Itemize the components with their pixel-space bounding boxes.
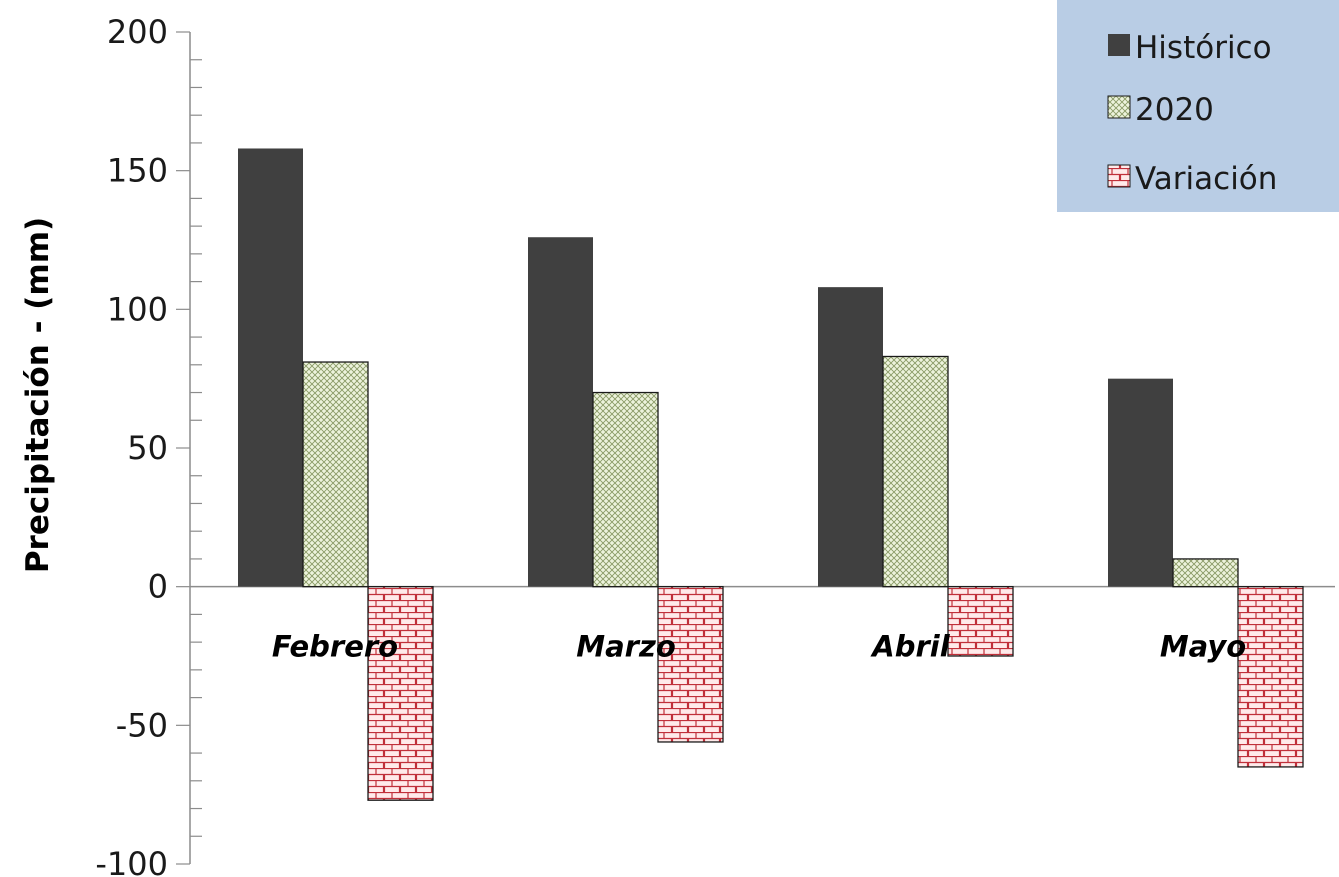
- category-label-marzo: Marzo: [576, 630, 676, 664]
- bar-variaci-n-febrero: [367, 586, 434, 801]
- bar-hist-rico-marzo: [528, 237, 593, 587]
- bar-variaci-n-abril: [947, 586, 1014, 657]
- y-tick-label: -50: [116, 706, 168, 744]
- category-labels-group: Febrero Marzo Abril Mayo: [272, 630, 1246, 664]
- legend-swatch-2020: [1107, 95, 1131, 119]
- y-tick-label: 150: [107, 152, 168, 190]
- legend-background: [1057, 0, 1339, 212]
- y-axis-label: Precipitación - (mm): [20, 217, 56, 573]
- bar-hist-rico-abril: [818, 287, 883, 587]
- bar-2020-marzo: [592, 391, 659, 588]
- legend-swatch-hist-rico: [1108, 34, 1130, 56]
- bars-group: [238, 148, 1304, 801]
- y-tick-label: -100: [95, 845, 168, 877]
- legend: Histórico 2020 Variación: [1057, 0, 1339, 212]
- bar-variaci-n-marzo: [657, 586, 724, 743]
- bar-2020-febrero: [302, 361, 369, 588]
- bar-2020-mayo: [1172, 558, 1239, 588]
- y-tick-label: 100: [107, 290, 168, 328]
- y-tick-label: 0: [148, 568, 168, 606]
- bar-variaci-n-mayo: [1237, 586, 1304, 768]
- legend-swatch-variaci-n: [1107, 164, 1131, 188]
- y-tick-label: 50: [127, 429, 168, 467]
- bar-hist-rico-febrero: [238, 148, 303, 587]
- legend-label: Histórico: [1135, 30, 1272, 66]
- category-label-mayo: Mayo: [1160, 630, 1246, 664]
- category-label-abril: Abril: [870, 630, 950, 664]
- legend-label: Variación: [1135, 161, 1277, 197]
- bar-hist-rico-mayo: [1108, 378, 1173, 587]
- bar-2020-abril: [882, 355, 949, 588]
- category-label-febrero: Febrero: [272, 630, 398, 664]
- y-tick-label: 200: [107, 13, 168, 51]
- legend-label: 2020: [1135, 92, 1214, 128]
